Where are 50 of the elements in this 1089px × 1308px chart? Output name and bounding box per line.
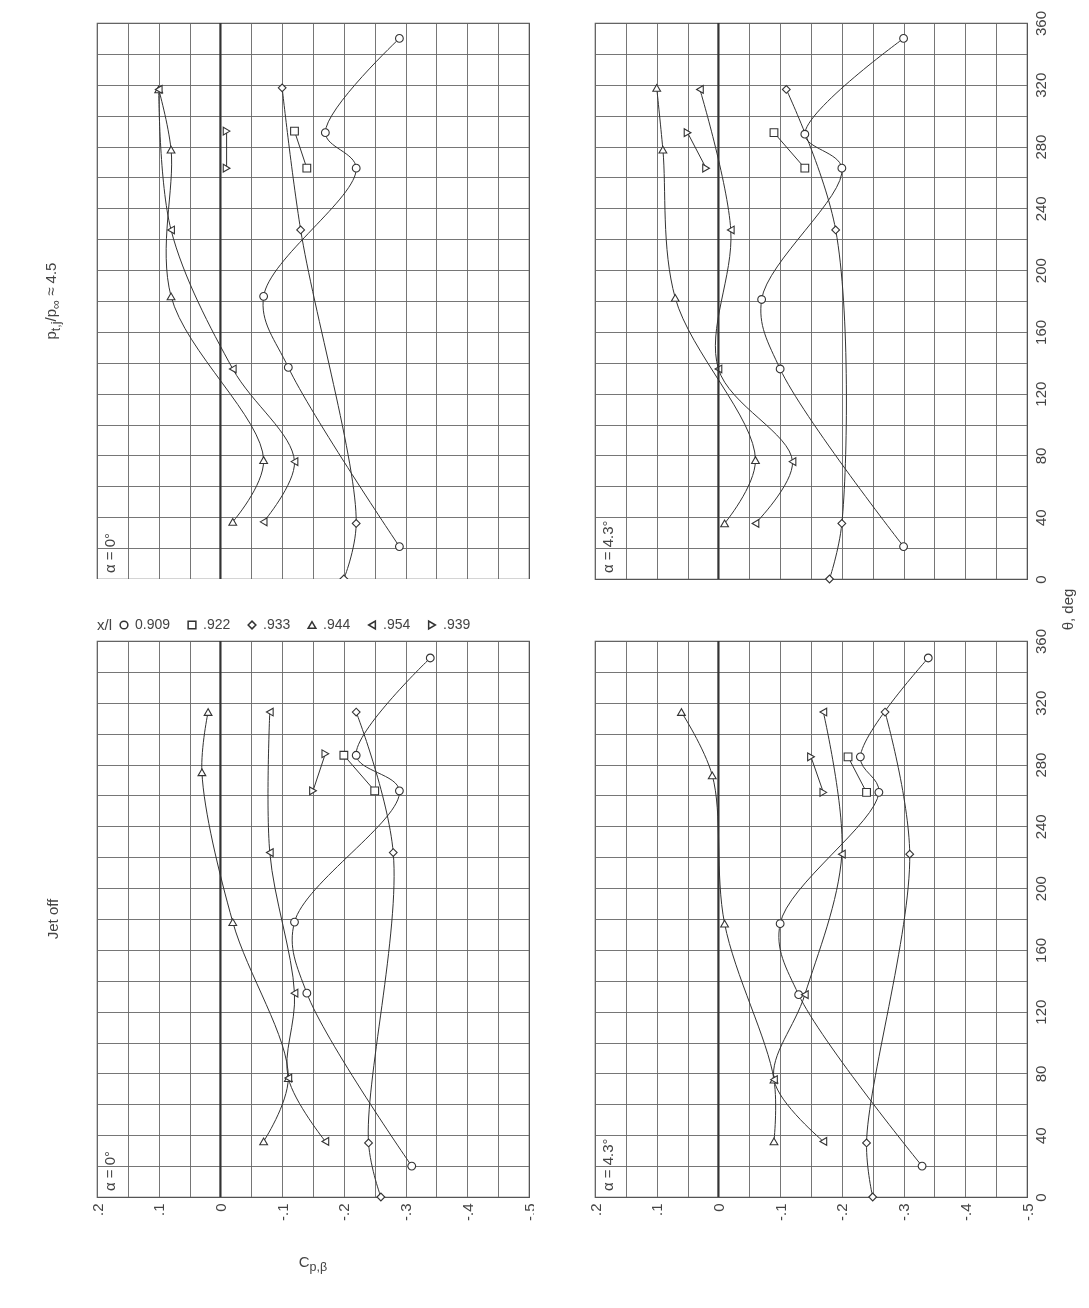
y-tick-label: 80 [1031, 447, 1049, 465]
annotation: α = 0° [101, 532, 118, 573]
y-tick-label: 280 [1031, 134, 1049, 160]
y-tick-label: 40 [1031, 1127, 1049, 1145]
y-tick-label: 160 [1031, 319, 1049, 345]
y-tick-label: 0 [1031, 1193, 1049, 1202]
x-tick-label: -.4 [458, 1203, 476, 1222]
y-tick-label: 320 [1031, 72, 1049, 98]
y-tick-label: 0 [1031, 575, 1049, 584]
x-tick-label: .1 [648, 1203, 666, 1217]
x-tick-label: 0 [211, 1203, 229, 1212]
y-tick-label: 240 [1031, 196, 1049, 222]
y-tick-label: 360 [1031, 10, 1049, 37]
x-tick-label: .2 [88, 1203, 106, 1217]
legend-label: 0.909 [135, 616, 171, 632]
legend-label: .922 [203, 616, 231, 632]
y-tick-label: 40 [1031, 509, 1049, 527]
legend-label: .939 [443, 616, 471, 632]
x-tick-label: -.5 [520, 1203, 538, 1222]
y-tick-label: 200 [1031, 876, 1049, 902]
annotation: α = 0° [101, 1150, 118, 1191]
annotation: α = 4.3° [599, 1138, 616, 1191]
y-tick-label: 120 [1031, 999, 1049, 1025]
y-tick-label: 160 [1031, 937, 1049, 963]
y-tick-label: 320 [1031, 690, 1049, 716]
x-tick-label: -.2 [335, 1203, 353, 1222]
y-tick-label: 120 [1031, 381, 1049, 407]
x-tick-label: -.3 [397, 1203, 415, 1222]
x-axis-title: C$_{p,β}$ [298, 1252, 328, 1274]
x-tick-label: -.3 [895, 1203, 913, 1222]
x-tick-label: -.4 [956, 1203, 974, 1222]
text: Jet off [43, 898, 61, 940]
y-tick-label: 240 [1031, 814, 1049, 840]
y-tick-label: 200 [1031, 258, 1049, 284]
x-tick-label: -.1 [273, 1203, 291, 1222]
y-tick-label: 280 [1031, 752, 1049, 778]
x-tick-label: -.1 [771, 1203, 789, 1222]
legend-title: x/l [97, 616, 112, 633]
x-tick-label: 0 [709, 1203, 727, 1212]
legend-label: .954 [383, 616, 411, 632]
x-tick-label: .2 [586, 1203, 604, 1217]
x-tick-label: -.2 [833, 1203, 851, 1222]
y-axis-title: θ, deg [1058, 588, 1076, 631]
y-tick-label: 80 [1031, 1065, 1049, 1083]
legend-label: .933 [263, 616, 291, 632]
y-tick-label: 360 [1031, 628, 1049, 655]
legend-label: .944 [323, 616, 351, 632]
x-tick-label: -.5 [1018, 1203, 1036, 1222]
x-tick-label: .1 [150, 1203, 168, 1217]
annotation: α = 4.3° [599, 520, 616, 573]
